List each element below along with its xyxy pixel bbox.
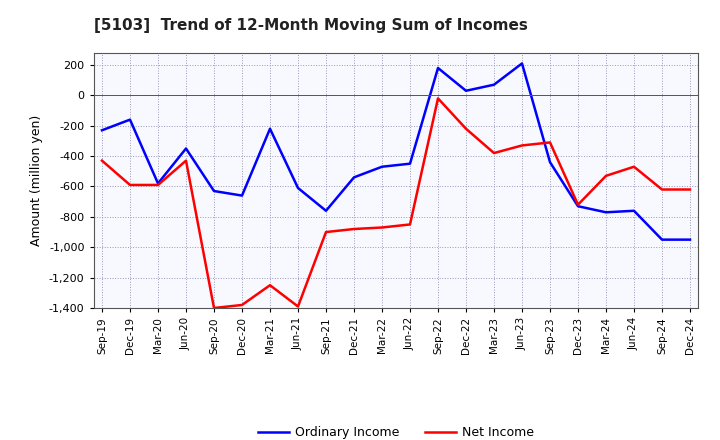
Net Income	[238, 302, 246, 308]
Net Income	[462, 126, 470, 132]
Net Income	[657, 187, 666, 192]
Ordinary Income	[546, 160, 554, 165]
Ordinary Income	[685, 237, 694, 242]
Net Income	[181, 158, 190, 163]
Ordinary Income	[378, 164, 387, 169]
Ordinary Income	[574, 204, 582, 209]
Ordinary Income	[153, 181, 162, 186]
Ordinary Income	[181, 146, 190, 151]
Ordinary Income	[98, 128, 107, 133]
Ordinary Income	[490, 82, 498, 87]
Ordinary Income	[294, 185, 302, 191]
Net Income	[518, 143, 526, 148]
Net Income	[490, 150, 498, 156]
Ordinary Income	[405, 161, 414, 166]
Text: [5103]  Trend of 12-Month Moving Sum of Incomes: [5103] Trend of 12-Month Moving Sum of I…	[94, 18, 528, 33]
Net Income	[405, 222, 414, 227]
Line: Ordinary Income: Ordinary Income	[102, 63, 690, 240]
Line: Net Income: Net Income	[102, 99, 690, 308]
Net Income	[546, 140, 554, 145]
Net Income	[630, 164, 639, 169]
Net Income	[266, 282, 274, 288]
Legend: Ordinary Income, Net Income: Ordinary Income, Net Income	[253, 422, 539, 440]
Y-axis label: Amount (million yen): Amount (million yen)	[30, 115, 43, 246]
Ordinary Income	[657, 237, 666, 242]
Ordinary Income	[126, 117, 135, 122]
Ordinary Income	[433, 66, 442, 71]
Ordinary Income	[350, 175, 359, 180]
Net Income	[378, 225, 387, 230]
Ordinary Income	[322, 208, 330, 213]
Net Income	[126, 182, 135, 187]
Net Income	[322, 229, 330, 235]
Ordinary Income	[266, 126, 274, 132]
Ordinary Income	[518, 61, 526, 66]
Net Income	[210, 305, 218, 311]
Ordinary Income	[462, 88, 470, 93]
Ordinary Income	[630, 208, 639, 213]
Ordinary Income	[210, 188, 218, 194]
Net Income	[433, 96, 442, 101]
Ordinary Income	[238, 193, 246, 198]
Net Income	[602, 173, 611, 179]
Net Income	[685, 187, 694, 192]
Net Income	[294, 304, 302, 309]
Net Income	[350, 226, 359, 231]
Net Income	[153, 182, 162, 187]
Net Income	[98, 158, 107, 163]
Ordinary Income	[602, 209, 611, 215]
Net Income	[574, 202, 582, 207]
